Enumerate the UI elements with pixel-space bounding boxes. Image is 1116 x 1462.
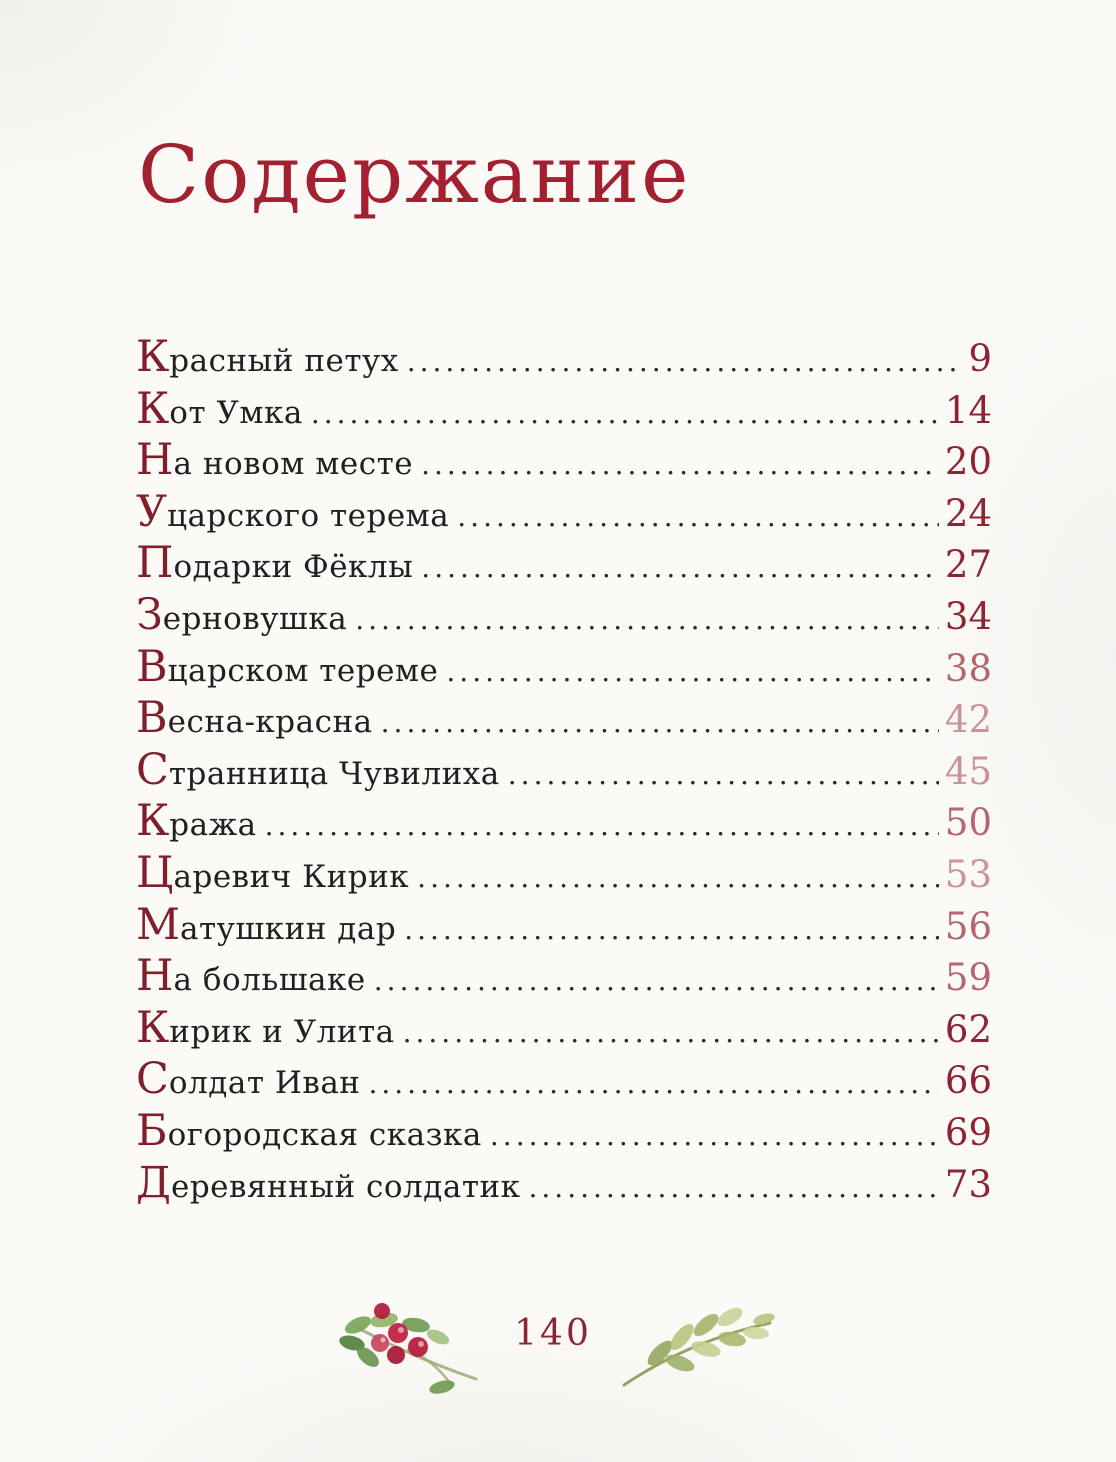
toc-entry-title: а новом месте	[173, 446, 414, 483]
toc-entry-title: ража	[169, 807, 257, 844]
toc-leader-dots: ........................................…	[417, 863, 939, 892]
toc-entry-initial: Н	[136, 951, 174, 1002]
toc-leader-dots: ........................................…	[507, 760, 939, 789]
page-footer: 140	[0, 1295, 1116, 1399]
toc-leader-dots: ........................................…	[368, 1070, 939, 1099]
toc-page-number: 9	[968, 337, 992, 380]
toc-entry-title: царского терема	[167, 497, 450, 534]
page-title: Содержание	[138, 128, 691, 221]
toc-page-number: 42	[944, 698, 992, 742]
toc-entry-title: одарки Фёклы	[173, 549, 414, 586]
toc-leader-dots: ........................................…	[402, 1018, 939, 1047]
leaf-branch-illustration	[622, 1307, 775, 1387]
toc-page-number: 20	[944, 440, 992, 484]
toc-entry-initial: П	[136, 538, 174, 589]
toc-entry-initial: Ц	[136, 847, 174, 898]
toc-entry-title: расный петух	[169, 343, 399, 379]
toc-entry-title: транница Чувилиха	[168, 755, 500, 792]
toc-leader-dots: ........................................…	[489, 1121, 939, 1150]
toc-page-number: 59	[944, 956, 992, 1000]
toc-leader-dots: ........................................…	[355, 605, 939, 634]
toc-entry-title: ирик и Улита	[169, 1013, 395, 1050]
toc-page-number: 34	[944, 594, 992, 638]
toc-entry-initial: С	[136, 1054, 169, 1105]
toc-entry-initial: К	[136, 1002, 170, 1053]
toc-leader-dots: ........................................…	[457, 502, 939, 531]
toc-entry-initial: В	[136, 693, 168, 744]
toc-page-number: 53	[944, 852, 992, 896]
toc-entry-initial: У	[136, 486, 168, 537]
toc-page-number: 14	[944, 388, 992, 432]
toc-leader-dots: ........................................…	[373, 967, 939, 996]
toc-entry-initial: К	[136, 383, 170, 434]
toc-entry-initial: Н	[136, 435, 174, 486]
toc-entry-title: а большаке	[173, 962, 366, 999]
toc-entry: В царском тереме .......................…	[136, 641, 992, 698]
toc-entry-title: царском тереме	[167, 652, 439, 689]
toc-page-number: 50	[944, 801, 992, 845]
toc-page-number: 38	[944, 646, 992, 690]
toc-entry-initial: Б	[136, 1105, 168, 1156]
toc-leader-dots: ........................................…	[446, 657, 939, 686]
toc-leader-dots: ........................................…	[528, 1173, 939, 1202]
toc-page-number: 69	[944, 1110, 992, 1154]
toc-entry-initial: М	[136, 899, 181, 950]
toc-entry-initial: Д	[136, 1157, 171, 1208]
toc-leader-dots: ........................................…	[421, 554, 939, 583]
toc-entry-title: аревич Кирик	[173, 858, 410, 895]
toc-entry-initial: С	[136, 744, 169, 795]
toc-page-number: 45	[944, 749, 992, 793]
toc-entry-title: от Умка	[169, 394, 303, 431]
toc-entry-title: огородская сказка	[167, 1116, 482, 1153]
toc-page-number: 27	[944, 543, 992, 587]
toc-entry-title: ерновушка	[162, 600, 348, 637]
toc-entry-initial: З	[136, 589, 163, 640]
lingonberry-sprig-illustration	[339, 1303, 478, 1394]
toc-leader-dots: ........................................…	[264, 812, 939, 841]
toc-page-number: 56	[944, 904, 992, 948]
toc-page-number: 73	[944, 1162, 992, 1206]
folio-page-number: 140	[514, 1312, 592, 1354]
toc-page-number: 24	[944, 491, 992, 535]
toc-entry-title: еревянный солдатик	[170, 1168, 521, 1205]
toc-leader-dots: ........................................…	[421, 451, 939, 480]
toc-entry-initial: К	[136, 332, 170, 382]
toc-leader-dots: ........................................…	[380, 709, 939, 738]
toc-entry-initial: В	[136, 641, 168, 692]
toc-entry-title: олдат Иван	[168, 1065, 361, 1102]
toc-leader-dots: ........................................…	[406, 348, 963, 376]
toc-leader-dots: ........................................…	[404, 915, 939, 944]
toc-leader-dots: ........................................…	[310, 399, 939, 428]
toc-page-number: 62	[944, 1007, 992, 1051]
toc-page-number: 66	[944, 1059, 992, 1103]
toc-entry-title: есна-красна	[167, 704, 373, 741]
toc-entry-title: атушкин дар	[180, 910, 397, 947]
toc-entry-initial: К	[136, 796, 170, 847]
toc-entry: У царского терема ......................…	[136, 486, 992, 543]
